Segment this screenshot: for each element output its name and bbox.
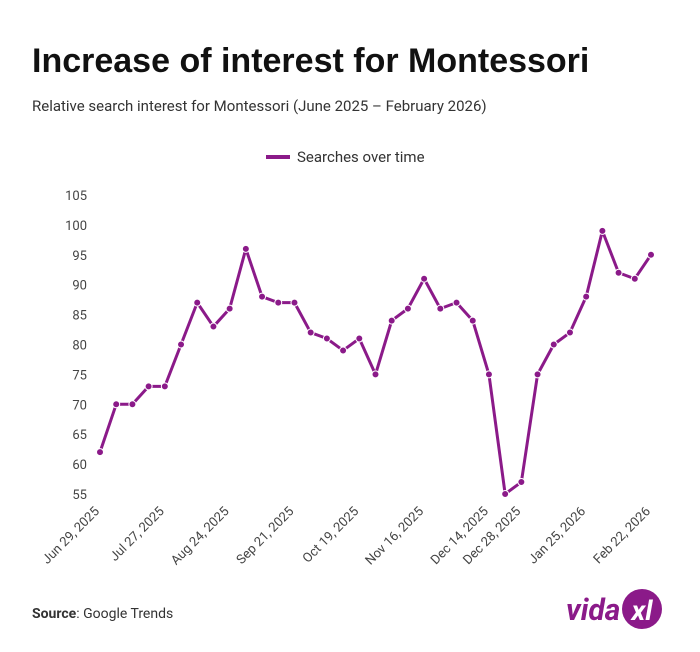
y-tick-label: 85 [72, 309, 87, 324]
data-point [274, 298, 283, 307]
x-tick-label: Aug 24, 2025 [168, 504, 232, 568]
x-tick-label: Jan 25, 2026 [526, 504, 589, 567]
y-tick-label: 90 [72, 279, 87, 294]
data-point [355, 334, 364, 343]
y-tick-label: 105 [65, 189, 87, 204]
chart-subtitle: Relative search interest for Montessori … [32, 97, 487, 115]
data-point [533, 370, 542, 379]
data-point [549, 340, 558, 349]
data-point [420, 274, 429, 283]
data-point [387, 316, 396, 325]
data-point [177, 340, 186, 349]
y-tick-label: 60 [72, 458, 87, 473]
logo-badge [622, 589, 662, 629]
logo-right: xl [629, 594, 653, 627]
data-point [436, 304, 445, 313]
data-point [630, 274, 639, 283]
data-point [614, 268, 623, 277]
data-point [112, 400, 121, 409]
data-point [647, 250, 655, 259]
data-point [209, 322, 218, 331]
logo: vida [566, 593, 620, 628]
logo-left: vida [566, 593, 620, 628]
y-tick-label: 70 [72, 398, 87, 413]
data-point [96, 448, 104, 457]
y-tick-label: 100 [65, 219, 87, 234]
data-point [371, 370, 380, 379]
x-tick-label: Jun 29, 2025 [40, 504, 103, 567]
x-tick-label: Sep 21, 2025 [234, 504, 297, 567]
y-tick-label: 65 [72, 428, 87, 443]
y-tick-label: 75 [72, 368, 87, 383]
data-point [452, 298, 461, 307]
data-point [598, 226, 607, 235]
legend-label: Searches over time [297, 148, 425, 166]
data-point [501, 490, 510, 498]
y-tick-label: 55 [72, 488, 87, 503]
data-point [306, 328, 315, 337]
data-point [128, 400, 137, 409]
source-label: Source [32, 606, 77, 622]
series-line [98, 229, 653, 496]
source-text: : Google Trends [76, 606, 173, 622]
x-tick-label: Jul 27, 2025 [107, 504, 167, 564]
data-point [484, 370, 493, 379]
y-tick-label: 95 [72, 249, 87, 264]
data-point [403, 304, 412, 313]
data-point [193, 298, 202, 307]
x-tick-label: Feb 22, 2026 [591, 504, 654, 567]
source: Source: Google Trends [32, 606, 173, 622]
chart-title: Increase of interest for Montessori [32, 42, 589, 80]
x-tick-label: Nov 16, 2025 [363, 504, 427, 568]
data-point [565, 328, 574, 337]
data-point [517, 478, 526, 487]
data-point [322, 334, 331, 343]
data-point [160, 382, 169, 391]
data-point [290, 298, 299, 307]
data-point [225, 304, 234, 313]
data-point [582, 292, 591, 301]
y-tick-label: 80 [72, 339, 87, 354]
data-point [241, 244, 250, 253]
data-point [144, 382, 153, 391]
data-point [468, 316, 477, 325]
data-point [258, 292, 267, 301]
x-tick-label: Oct 19, 2025 [300, 504, 362, 566]
data-point [339, 346, 348, 355]
